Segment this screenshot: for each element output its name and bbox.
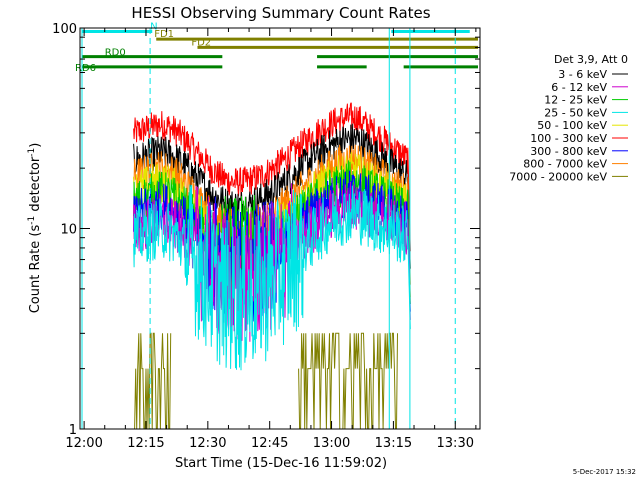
x-axis: 12:00 12:15 12:30 12:45 13:00 13:15 13:30 (65, 28, 477, 451)
x-axis-label: Start Time (15-Dec-16 11:59:02) (175, 456, 387, 471)
legend-label: 800 - 7000 keV (523, 158, 607, 171)
flag-label-fd1: FD1 (154, 29, 174, 40)
legend-label: 6 - 12 keV (551, 81, 607, 94)
y-axis-label-sup: -1 (27, 216, 37, 225)
y-tick-label: 10 (60, 223, 77, 238)
y-axis-label-close: ) (28, 143, 43, 148)
legend-label: 100 - 300 keV (530, 132, 607, 145)
footer-timestamp: 5-Dec-2017 15:32 (573, 468, 636, 476)
svg-text:Count Rate (s-1 detector-1): Count Rate (s-1 detector-1) (27, 143, 43, 314)
series-3-6-kev (133, 123, 411, 269)
x-tick-label: 13:30 (437, 436, 474, 451)
flag-label-rd6: RD6 (75, 63, 96, 74)
vertical-markers (81, 28, 456, 429)
x-tick-label: 13:00 (313, 436, 350, 451)
series-25-50-kev (133, 184, 411, 371)
plot-area (133, 102, 411, 430)
legend-label: 25 - 50 keV (544, 106, 607, 119)
y-tick-label: 100 (52, 22, 77, 37)
legend-label: 300 - 800 keV (530, 145, 607, 158)
series-line (133, 332, 172, 430)
x-tick-label: 13:15 (375, 436, 412, 451)
legend-label: 50 - 100 keV (537, 119, 607, 132)
legend-label: 3 - 6 keV (558, 68, 607, 81)
flag-label-fd2: FD2 (191, 37, 211, 48)
legend-header: Det 3,9, Att 0 (554, 53, 628, 66)
y-tick-label: 1 (69, 423, 77, 438)
flag-label-rd0: RD0 (105, 48, 126, 59)
y-axis-label-sup2: -1 (27, 148, 37, 157)
series-100-300-kev (133, 102, 411, 252)
x-tick-label: 12:00 (65, 436, 102, 451)
flag-label-n: N (150, 22, 157, 33)
x-tick-label: 12:30 (189, 436, 226, 451)
y-axis-label-main: Count Rate (s (28, 225, 43, 314)
y-axis-label-rest: detector (28, 156, 43, 216)
legend-label: 12 - 25 keV (544, 94, 607, 107)
series-line (298, 332, 398, 430)
x-tick-label: 12:45 (251, 436, 288, 451)
legend-label: 7000 - 20000 keV (509, 170, 607, 183)
chart-title: HESSI Observing Summary Count Rates (131, 4, 430, 22)
y-axis-label: Count Rate (s-1 detector-1) (27, 143, 43, 314)
y-axis: 1 10 100 (52, 22, 480, 438)
x-tick-label: 12:15 (127, 436, 164, 451)
